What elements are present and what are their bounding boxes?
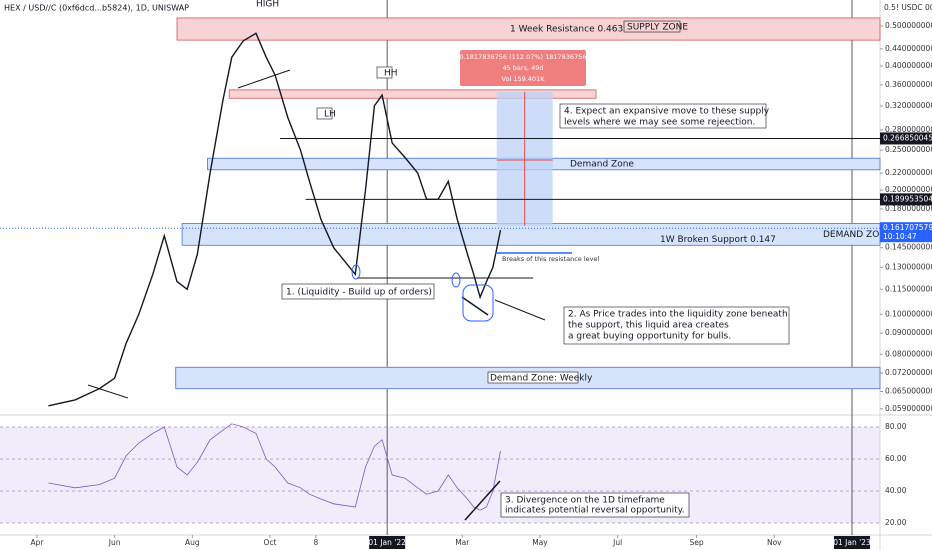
note-box — [563, 306, 790, 345]
note-box — [500, 492, 690, 518]
y-tick-label: 0.2000000000 — [885, 185, 932, 194]
chart-title: HEX / USD//C (0xf6dcd...b5824), 1D, UNIS… — [4, 4, 189, 13]
y-tick-label: 0.0590000000 — [885, 404, 932, 413]
trend-line — [461, 296, 489, 316]
y2-tick-label: 80.00 — [885, 422, 907, 431]
note: HH — [384, 69, 398, 79]
y-tick-label: 0.1300000000 — [885, 262, 932, 271]
y-tick-label: 0.4000000000 — [885, 61, 932, 70]
y-tick-label: 0.0650000000 — [885, 386, 932, 395]
zone — [176, 17, 881, 41]
liquidity-circle — [462, 284, 494, 322]
y-tick-label: 0.1150000000 — [885, 284, 932, 293]
note: the support, this liquid area creates — [568, 321, 729, 331]
measure-label: 45 bars, 49d — [502, 64, 543, 72]
note-box — [316, 107, 333, 120]
zone-label: 1W Broken Support 0.147 — [660, 235, 776, 245]
price-line — [48, 32, 502, 407]
note: 2. As Price trades into the liquidity zo… — [568, 310, 788, 320]
x-tick-label: Mar — [455, 538, 470, 547]
x-tick-label: 8 — [313, 538, 318, 547]
y-tick-label: 0.3200000000 — [885, 101, 932, 110]
note: LH — [324, 110, 336, 120]
x-tick-label: Aug — [185, 538, 200, 547]
note: levels where we may see some rejeection. — [564, 118, 755, 128]
y-tick-label: 0.0900000000 — [885, 328, 932, 337]
note: a great buying opportunity for bulls. — [568, 332, 731, 342]
measure-label: 0.1817836756 (112.07%) 1817836756 — [459, 53, 586, 61]
measure-label: Vol 159.401K — [502, 75, 546, 83]
y-tick-label: 0.2500000000 — [885, 145, 932, 154]
y-tick-label: 0.4400000000 — [885, 44, 932, 53]
note: 3. Divergence on the 1D timeframe — [505, 496, 665, 506]
zone-label: DEMAND ZONE — [823, 230, 892, 240]
y2-tick-label: 60.00 — [885, 454, 907, 463]
y-tick-label: 0.1000000000 — [885, 309, 932, 318]
x-tick-label: 01 Jan '22 — [368, 538, 406, 547]
last-price-badge — [880, 222, 932, 243]
y-tick-label: 0.0800000000 — [885, 349, 932, 358]
note: HIGH — [256, 0, 279, 10]
note: Breaks of this resistance level — [502, 255, 599, 263]
x-tick-badge — [833, 536, 870, 549]
last-price-label: 0.1617075795 — [883, 223, 932, 232]
note: 4. Expect an expansive move to these sup… — [564, 107, 770, 117]
countdown-label: 10:10:47 — [883, 232, 917, 241]
note-box — [281, 283, 435, 300]
y-tick-label: 0.0720000000 — [885, 368, 932, 377]
liquidity-circle — [351, 264, 361, 280]
x-tick-label: Nov — [767, 538, 782, 547]
y-tick-label: 0.1800000000 — [885, 204, 932, 213]
zone — [228, 89, 597, 99]
rsi-line — [48, 423, 501, 511]
axis-header: 0.5! USDC 000 — [884, 3, 932, 12]
x-tick-label: Apr — [30, 538, 44, 547]
trend-line — [87, 384, 129, 399]
divergence-line — [464, 480, 501, 521]
level-label: 0.2668500456 — [883, 133, 932, 142]
trend-line — [237, 69, 291, 89]
note-box — [376, 66, 393, 79]
zone-label: Demand Zone — [570, 160, 634, 170]
y-tick-label: 0.1450000000 — [885, 243, 932, 252]
measure-label-box — [460, 50, 586, 86]
y-tick-label: 0.2200000000 — [885, 168, 932, 177]
y-tick-label: 0.3600000000 — [885, 80, 932, 89]
level-badge — [880, 193, 932, 206]
label-box — [487, 371, 579, 384]
y-tick-label: 0.5000000000 — [885, 21, 932, 30]
y2-tick-label: 40.00 — [885, 486, 907, 495]
label-box — [623, 20, 681, 33]
level-badge — [880, 132, 932, 145]
zone-label: 1 Week Resistance 0.463 — [510, 25, 623, 35]
x-tick-label: Sep — [690, 538, 704, 547]
arrow — [494, 299, 546, 321]
level-label: 0.1899535047 — [883, 194, 932, 203]
x-tick-badge — [369, 536, 406, 549]
x-tick-label: May — [532, 538, 548, 547]
liquidity-circle — [451, 272, 461, 288]
zone-label: Demand Zone: Weekly — [490, 374, 593, 384]
note: 1. (Liquidity - Build up of orders) — [286, 288, 432, 298]
note-box — [559, 103, 767, 129]
x-tick-label: Oct — [264, 538, 277, 547]
x-tick-label: 01 Jan '23 — [833, 538, 871, 547]
note: indicates potential reversal opportunity… — [505, 506, 685, 516]
x-tick-label: Jun — [108, 538, 121, 547]
y2-tick-label: 20.00 — [885, 518, 907, 527]
zone-label: SUPPLY ZONE — [627, 23, 688, 33]
x-tick-label: Jul — [612, 538, 622, 547]
y-tick-label: 0.2800000000 — [885, 125, 932, 134]
rsi-band — [0, 427, 880, 523]
